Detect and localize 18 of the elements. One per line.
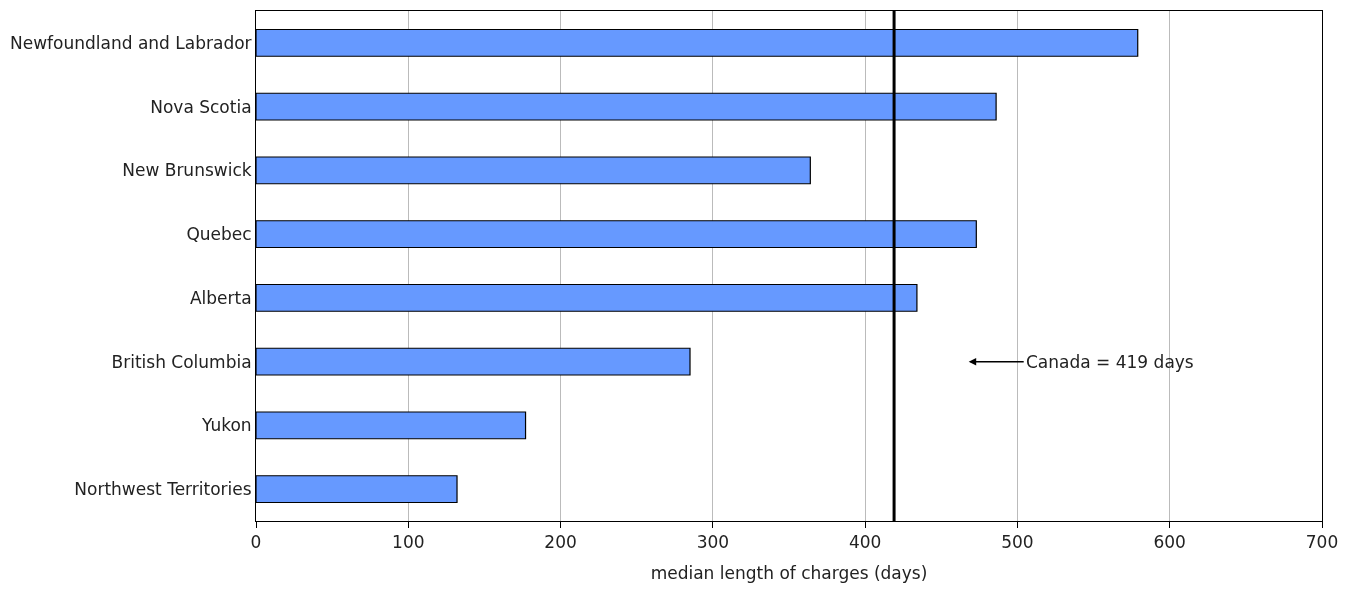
x-axis-title: median length of charges (days)	[650, 562, 928, 583]
x-tick-label: 700	[1305, 532, 1339, 553]
y-tick-label: Newfoundland and Labrador	[10, 32, 252, 53]
x-tick-label: 600	[1153, 532, 1186, 553]
x-tick-label: 200	[544, 532, 577, 553]
x-tick-label: 500	[1001, 532, 1034, 553]
y-tick-label: Alberta	[189, 287, 252, 308]
y-tick-label: Quebec	[186, 224, 252, 245]
y-tick-label: Northwest Territories	[74, 479, 252, 500]
x-tick-label: 300	[696, 532, 730, 553]
ref-line-label: Canada = 419 days	[1026, 352, 1194, 372]
x-tick-label: 100	[392, 532, 425, 553]
y-tick-label: Yukon	[200, 415, 252, 436]
x-tick-label: 400	[848, 532, 882, 553]
y-tick-label: British Columbia	[111, 351, 252, 372]
x-tick-label: 0	[250, 532, 262, 553]
y-tick-label: Nova Scotia	[150, 96, 252, 117]
y-tick-label: New Brunswick	[122, 160, 252, 181]
